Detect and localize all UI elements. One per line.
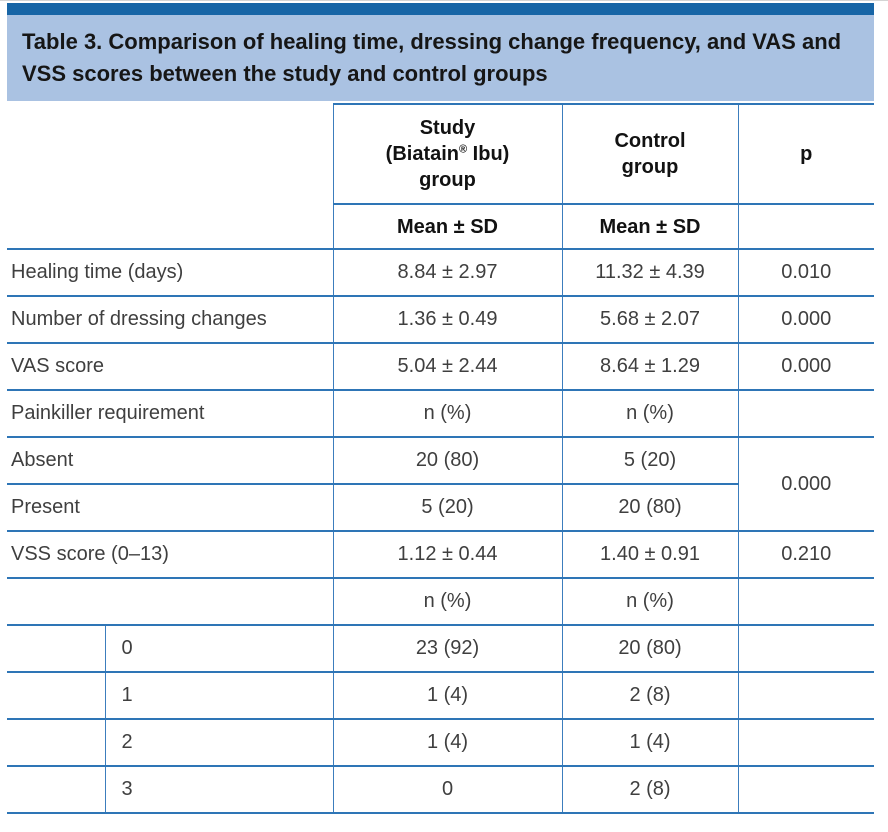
p-value-cell: [738, 578, 874, 626]
control-value-cell: 8.64 ± 1.29: [562, 343, 739, 391]
control-value-cell: 11.32 ± 4.39: [562, 249, 739, 297]
table-row-painkiller-present: Present 5 (20) 20 (80): [7, 484, 874, 532]
vss-score-label-cell: 0: [105, 625, 334, 673]
control-value-cell: n (%): [562, 578, 739, 626]
vss-score-label-cell: 1: [105, 672, 334, 720]
table-row-painkiller-requirement: Painkiller requirement n (%) n (%): [7, 390, 874, 438]
p-value-cell: 0.010: [738, 249, 874, 297]
header-spacer-cell: [7, 104, 334, 250]
table-row-painkiller-absent: Absent 20 (80) 5 (20) 0.000: [7, 437, 874, 532]
control-value-cell: 20 (80): [562, 625, 739, 673]
study-meansd-header: Mean ± SD: [333, 204, 563, 250]
registered-trademark-mark: ®: [459, 143, 468, 156]
row-label-cell: VAS score: [7, 343, 334, 391]
row-label-cell: Healing time (days): [7, 249, 334, 297]
row-indent-cell: [7, 625, 106, 673]
control-value-cell: 20 (80): [562, 484, 739, 532]
study-value-cell: 0: [333, 766, 563, 814]
study-value-cell: 1.12 ± 0.44: [333, 531, 563, 579]
control-group-header: Control group: [562, 103, 739, 205]
table-row-vss-score: VSS score (0–13) 1.12 ± 0.44 1.40 ± 0.91…: [7, 531, 874, 579]
control-group-line2: group: [621, 156, 679, 178]
study-group-header: Study (Biatain® Ibu) group: [333, 103, 563, 205]
row-label-cell: VSS score (0–13): [7, 531, 334, 579]
study-group-line2: (Biatain® Ibu): [385, 143, 510, 165]
p-value-cell: [738, 766, 874, 814]
study-value-cell: n (%): [333, 578, 563, 626]
comparison-table: Study (Biatain® Ibu) group Control group…: [7, 103, 874, 814]
row-label-cell: Present: [7, 484, 334, 532]
row-label-cell: Number of dressing changes: [7, 296, 334, 344]
table-row-vss-0: 0 23 (92) 20 (80): [7, 625, 874, 673]
table-row-vss-npercent: n (%) n (%): [7, 578, 874, 626]
p-value-cell: 0.000: [738, 296, 874, 344]
study-value-cell: 5 (20): [333, 484, 563, 532]
p-value-cell: 0.210: [738, 531, 874, 579]
table-header-row-groups: Study (Biatain® Ibu) group Control group…: [7, 103, 874, 250]
table-row-healing-time: Healing time (days) 8.84 ± 2.97 11.32 ± …: [7, 249, 874, 297]
table-row-dressing-changes: Number of dressing changes 1.36 ± 0.49 5…: [7, 296, 874, 344]
table-title: Table 3. Comparison of healing time, dre…: [7, 15, 874, 101]
study-value-cell: n (%): [333, 390, 563, 438]
study-value-cell: 23 (92): [333, 625, 563, 673]
p-value-cell: [738, 672, 874, 720]
table-header-row-meansd: Mean ± SD Mean ± SD: [7, 204, 874, 250]
control-group-line1: Control: [614, 130, 686, 152]
study-value-cell: 1.36 ± 0.49: [333, 296, 563, 344]
control-meansd-header: Mean ± SD: [562, 204, 739, 250]
table-row-vas-score: VAS score 5.04 ± 2.44 8.64 ± 1.29 0.000: [7, 343, 874, 391]
control-value-cell: 5 (20): [562, 437, 739, 485]
table-title-prefix: Table 3.: [22, 29, 103, 54]
row-indent-cell: [7, 766, 106, 814]
study-value-cell: 20 (80): [333, 437, 563, 485]
control-value-cell: n (%): [562, 390, 739, 438]
study-group-line1: Study: [419, 117, 476, 139]
study-value-cell: 1 (4): [333, 672, 563, 720]
table-title-text: Comparison of healing time, dressing cha…: [22, 29, 842, 86]
table-row-vss-2: 2 1 (4) 1 (4): [7, 719, 874, 767]
row-indent-cell: [7, 672, 106, 720]
table-row-vss-1: 1 1 (4) 2 (8): [7, 672, 874, 720]
study-value-cell: 5.04 ± 2.44: [333, 343, 563, 391]
control-value-cell: 2 (8): [562, 672, 739, 720]
row-label-cell: Painkiller requirement: [7, 390, 334, 438]
page-top-hairline: [0, 0, 888, 1]
control-value-cell: 5.68 ± 2.07: [562, 296, 739, 344]
table-accent-bar: [7, 3, 874, 15]
vss-score-label-cell: 3: [105, 766, 334, 814]
p-meansd-spacer: [738, 204, 874, 250]
row-indent-cell: [7, 719, 106, 767]
p-value-cell: [738, 390, 874, 438]
study-value-cell: 8.84 ± 2.97: [333, 249, 563, 297]
study-value-cell: 1 (4): [333, 719, 563, 767]
p-value-cell: [738, 719, 874, 767]
study-group-line3: group: [419, 169, 476, 191]
row-label-cell: Absent: [7, 437, 334, 485]
vss-score-label-cell: 2: [105, 719, 334, 767]
p-value-cell-merged: 0.000: [738, 437, 874, 532]
p-value-cell: 0.000: [738, 343, 874, 391]
control-value-cell: 1 (4): [562, 719, 739, 767]
row-label-cell: [7, 578, 334, 626]
control-value-cell: 1.40 ± 0.91: [562, 531, 739, 579]
control-value-cell: 2 (8): [562, 766, 739, 814]
p-value-header: p: [738, 103, 874, 205]
table-row-vss-3: 3 0 2 (8): [7, 766, 874, 814]
p-value-cell: [738, 625, 874, 673]
